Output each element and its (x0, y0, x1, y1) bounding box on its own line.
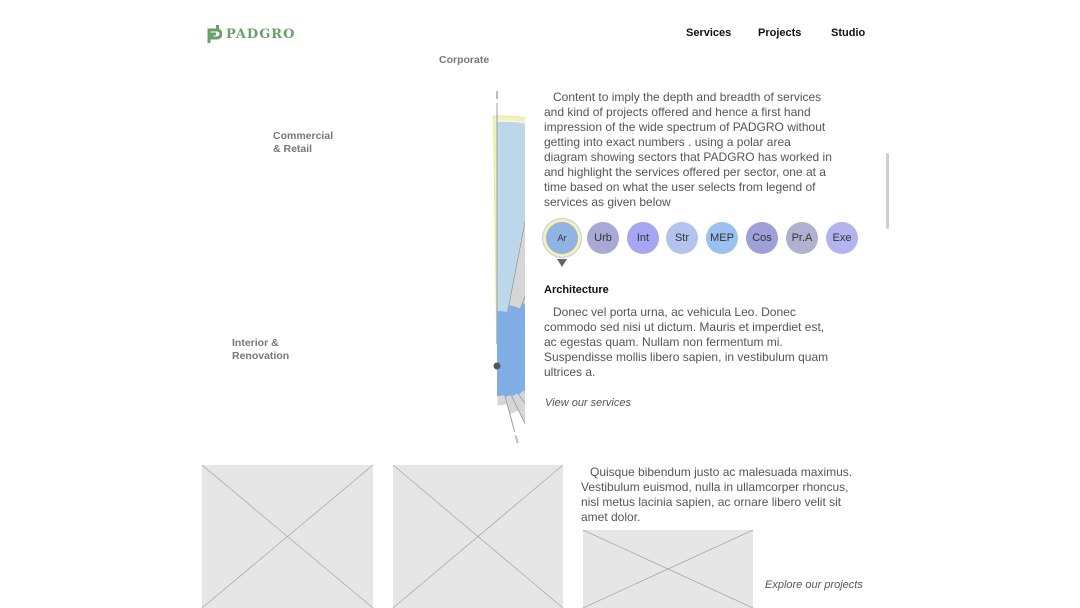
service-button-cost[interactable]: Cos (746, 222, 778, 254)
nav-projects[interactable]: Projects (758, 27, 802, 39)
label-commercial-line1: Commercial (273, 130, 333, 142)
service-label: Cos (752, 232, 772, 244)
service-button-structure[interactable]: Str (666, 222, 698, 254)
logo-mark-icon (207, 25, 222, 43)
service-button-architecture[interactable]: Ar (546, 222, 578, 254)
selected-pointer-icon (557, 259, 567, 267)
explore-projects-link[interactable]: Explore our projects (765, 579, 863, 591)
service-label: Ar (557, 233, 567, 243)
nav-services[interactable]: Services (686, 27, 732, 39)
intro-paragraph: Content to imply the depth and breadth o… (544, 90, 832, 209)
service-button-execution[interactable]: Exe (826, 222, 858, 254)
scrollbar-thumb[interactable] (886, 153, 889, 229)
center-dot (493, 362, 501, 370)
service-label: MEP (710, 232, 734, 244)
polar-area-svg: Corporate Commercial& Retail Interior &Ren… (232, 54, 693, 463)
service-button-urban[interactable]: Urb (587, 222, 619, 254)
selected-service-title: Architecture (544, 284, 609, 296)
padgro-logo[interactable]: PADGRO (206, 24, 295, 44)
nav-studio[interactable]: Studio (831, 27, 866, 39)
selected-service-description: Donec vel porta urna, ac vehicula Leo. D… (544, 305, 829, 379)
sector-tick-15 (514, 435, 519, 444)
services-legend: Ar Urb Int Str MEP Cos Pr.A Exe (544, 222, 864, 272)
service-button-interior[interactable]: Int (627, 222, 659, 254)
service-label: Urb (594, 232, 612, 244)
view-services-link[interactable]: View our services (545, 397, 631, 409)
project-image-placeholder-2 (393, 465, 563, 608)
service-label: Str (674, 232, 690, 244)
core-area (497, 302, 552, 397)
label-interior-line2: Renovation (232, 350, 289, 362)
service-label: Int (636, 232, 650, 244)
logo-text: PADGRO (226, 26, 296, 42)
polar-area-diagram: Corporate Commercial & Retail Interior & Ren… (225, 48, 693, 463)
service-button-project-admin[interactable]: Pr.A (786, 222, 818, 254)
label-interior-line1: Interior & (232, 337, 279, 349)
project-image-placeholder-3 (583, 530, 753, 608)
label-commercial-line2: & Retail (273, 143, 312, 155)
project-image-placeholder-1 (202, 465, 373, 608)
service-label: Pr.A (791, 232, 813, 244)
projects-paragraph: Quisque bibendum justo ac malesuada maxi… (581, 465, 853, 524)
service-button-mep[interactable]: MEP (706, 222, 738, 254)
service-label: Exe (832, 232, 852, 244)
label-corporate: Corporate (439, 54, 489, 66)
